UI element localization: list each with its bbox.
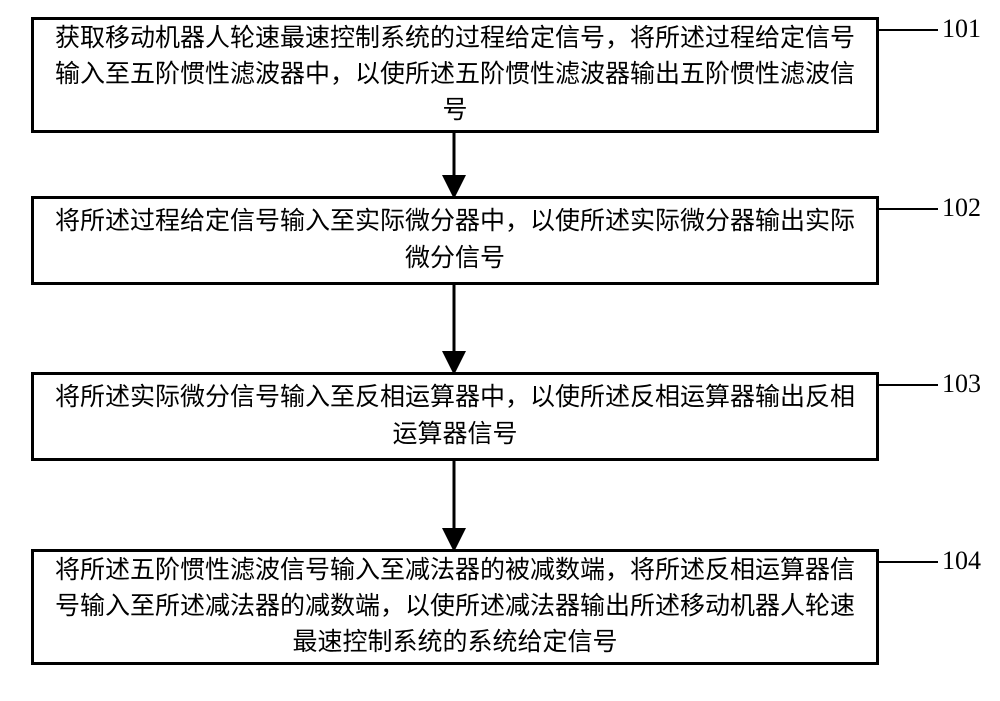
flow-step-text: 获取移动机器人轮速最速控制系统的过程给定信号，将所述过程给定信号输入至五阶惯性滤… (48, 21, 862, 130)
flow-step-b1: 获取移动机器人轮速最速控制系统的过程给定信号，将所述过程给定信号输入至五阶惯性滤… (31, 17, 879, 133)
flow-step-text: 将所述五阶惯性滤波信号输入至减法器的被减数端，将所述反相运算器信号输入至所述减法… (48, 553, 862, 662)
flow-step-b2: 将所述过程给定信号输入至实际微分器中，以使所述实际微分器输出实际微分信号 (31, 196, 879, 285)
flow-step-b3: 将所述实际微分信号输入至反相运算器中，以使所述反相运算器输出反相运算器信号 (31, 372, 879, 461)
flow-step-b4: 将所述五阶惯性滤波信号输入至减法器的被减数端，将所述反相运算器信号输入至所述减法… (31, 549, 879, 665)
flow-step-label-b2: 102 (942, 193, 981, 223)
flow-step-label-b1: 101 (942, 14, 981, 44)
flow-step-text: 将所述过程给定信号输入至实际微分器中，以使所述实际微分器输出实际微分信号 (48, 204, 862, 277)
flow-step-label-b3: 103 (942, 369, 981, 399)
flow-step-label-b4: 104 (942, 546, 981, 576)
flow-step-text: 将所述实际微分信号输入至反相运算器中，以使所述反相运算器输出反相运算器信号 (48, 380, 862, 453)
